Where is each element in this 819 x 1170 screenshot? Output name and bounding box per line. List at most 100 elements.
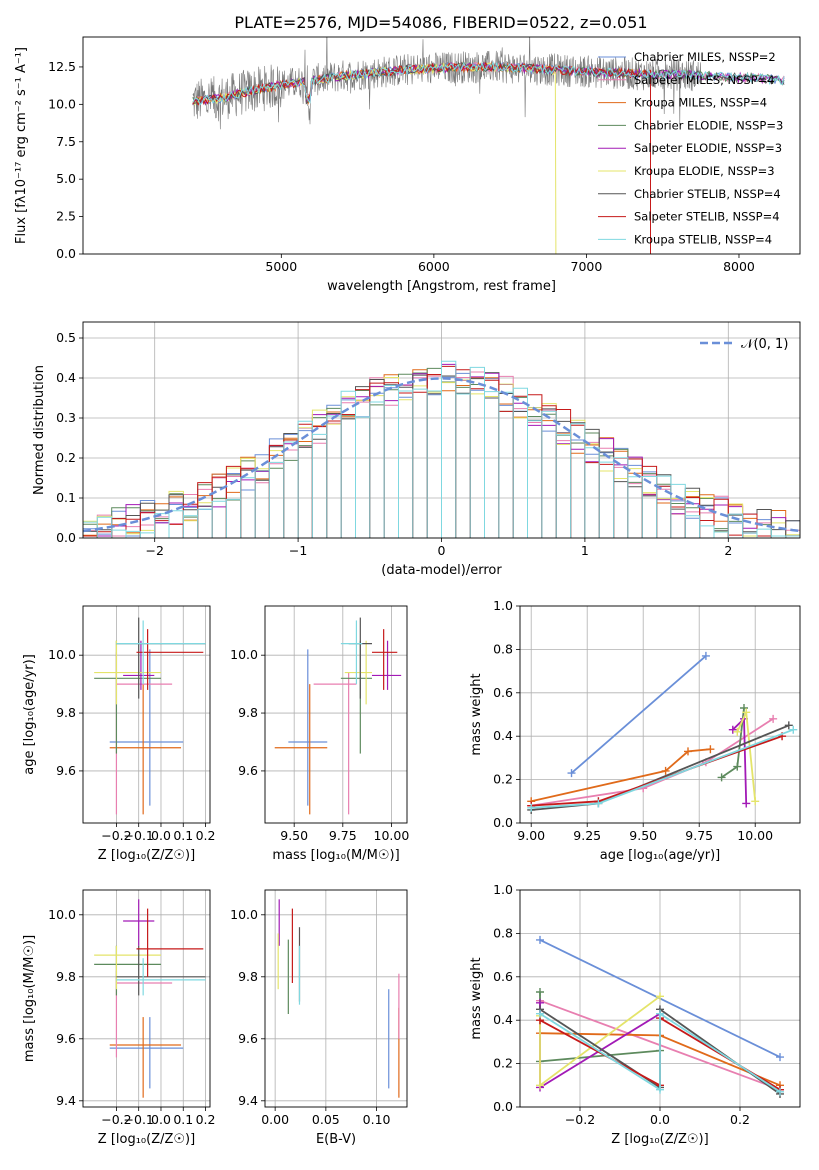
y-tick-label: 0.8 [493,641,513,656]
plot-area [527,651,798,814]
figure-title: PLATE=2576, MJD=54086, FIBERID=0522, z=0… [234,13,647,32]
weight-marker [684,747,692,756]
x-tick-label: 0.2 [196,1112,216,1127]
weight-marker [527,803,536,812]
axes-frame [519,889,801,1108]
panel-7: 0.00 0.05 0.10 9.4 9.6 9.8 10.0 E(B-V) [230,889,408,1147]
y-tick-label: 0.1 [56,490,76,505]
y-tick-label: 9.8 [56,969,76,984]
weight-marker [706,745,715,754]
x-tick-label: 9.25 [573,828,601,843]
weight-marker [789,725,798,734]
spectrum-data [192,37,702,130]
weight-marker [536,1009,544,1018]
axes-frame [519,605,801,824]
x-axis-label: E(B-V) [316,1132,356,1147]
histogram-step [83,360,800,538]
y-tick-label: 0.0 [56,246,76,261]
weight-marker [776,1087,784,1096]
plot-area [274,617,402,815]
weight-marker [769,714,778,723]
panel-3: −0.2−0.10.0 0.1 0.2 9.6 9.8 10.0 Z [log₁₀(Z/Z☉… [22,605,216,863]
y-tick-label: 0.2 [493,1056,513,1071]
y-tick-label: 1.0 [493,598,513,613]
x-tick-label: 9.50 [280,828,308,843]
y-tick-label: 9.6 [56,763,76,778]
y-axis-label: mass weight [469,957,484,1039]
y-tick-label: 10.0 [48,907,76,922]
y-axis-label: mass [log₁₀(M/M☉)] [22,935,37,1062]
weight-marker [656,1085,664,1094]
x-axis-label: (data-model)/error [381,563,502,578]
y-tick-label: 0.0 [56,530,76,545]
y-tick-label: 0.2 [493,772,513,787]
normal-curve [83,377,800,533]
x-tick-label: 7000 [571,259,603,274]
y-tick-label: 9.8 [238,969,258,984]
legend: 𝒩(0, 1) [700,337,788,352]
y-axis-label: age [log₁₀(age/yr)] [22,654,37,775]
x-axis-label: age [log₁₀(age/yr)] [600,848,721,863]
panel-1: 5000 6000 7000 8000 0.0 2.5 5.0 7.5 10.0 12.5 wave… [14,36,801,294]
weight-marker [784,721,793,730]
legend-label: Chabrier MILES, NSSP=2 [634,50,776,64]
x-tick-label: 0.1 [173,828,193,843]
x-tick-label: −0.1 [124,1112,154,1127]
x-tick-label: 6000 [418,259,450,274]
y-tick-label: 10.0 [48,96,76,111]
weight-line [570,655,707,774]
weight-marker [740,703,748,712]
y-tick-label: 0.8 [493,925,513,940]
axes-frame [264,605,408,824]
x-tick-label: 0.2 [730,1112,750,1127]
x-axis-label: Z [log₁₀(Z/Z☉)] [611,1132,708,1147]
weight-marker [656,1009,664,1018]
weight-marker [567,769,576,778]
model-line [192,61,651,254]
x-tick-label: 8000 [723,259,755,274]
y-tick-label: 9.8 [238,705,258,720]
x-tick-label: 10.00 [737,828,773,843]
x-tick-label: 0.1 [173,1112,193,1127]
weight-marker [701,651,710,660]
histogram-step [83,365,800,538]
x-tick-label: −0.2 [565,1112,595,1127]
x-tick-label: 0.0 [151,828,171,843]
plot-area [192,37,785,254]
y-axis-label: Flux [fλ10⁻¹⁷ erg cm⁻² s⁻¹ A⁻¹] [14,47,29,244]
x-tick-label: 9.75 [329,828,357,843]
y-tick-label: 0.4 [493,1012,513,1027]
y-tick-label: 5.0 [56,171,76,186]
x-tick-label: 0.00 [261,1112,289,1127]
weight-line [531,724,790,811]
weight-marker [751,797,760,806]
x-tick-label: −1 [289,543,307,558]
x-axis-label: Z [log₁₀(Z/Z☉)] [98,848,195,863]
x-tick-label: 0.2 [196,828,216,843]
x-tick-label: 0.05 [312,1112,340,1127]
y-tick-label: 2.5 [56,209,76,224]
y-tick-label: 9.8 [56,705,76,720]
model-line [192,61,785,105]
y-tick-label: 0.4 [493,728,513,743]
axes-frame [82,605,211,824]
legend-label: Salpeter STELIB, NSSP=4 [634,210,780,224]
x-axis-label: Z [log₁₀(Z/Z☉)] [98,1132,195,1147]
y-tick-label: 10.0 [48,647,76,662]
x-tick-label: 0.10 [363,1112,391,1127]
plot-area [94,617,206,815]
panel-5: 9.00 9.25 9.50 9.75 10.00 0.0 0.2 0.4 0.6 0.8 1.0 a… [469,598,801,863]
weight-marker [742,799,751,808]
y-tick-label: 7.5 [56,134,76,149]
x-tick-label: 9.00 [517,828,545,843]
x-tick-label: 1 [581,543,589,558]
legend-label: Chabrier STELIB, NSSP=4 [634,187,781,201]
legend-label: Salpeter MILES, NSSP=4 [634,73,775,87]
x-tick-label: −0.2 [101,1112,131,1127]
legend-label: Salpeter ELODIE, NSSP=3 [634,141,782,155]
y-tick-label: 12.5 [48,59,76,74]
plot-area [277,899,400,1098]
y-tick-label: 0.2 [56,450,76,465]
y-tick-label: 9.4 [238,1093,258,1108]
